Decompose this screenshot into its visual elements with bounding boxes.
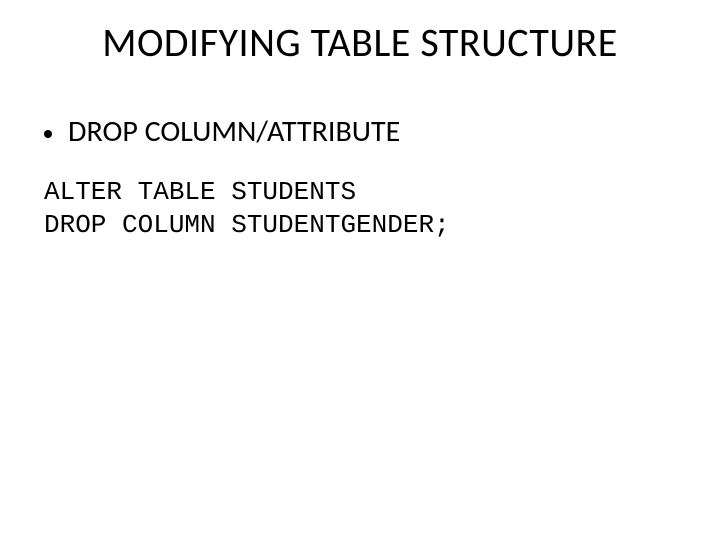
code-line-2: DROP COLUMN STUDENTGENDER; [44,210,450,240]
slide-title: MODIFYING TABLE STRUCTURE [0,18,720,67]
bullet-text: DROP COLUMN/ATTRIBUTE [68,114,400,150]
bullet-dot-icon [44,130,52,138]
code-block: ALTER TABLE STUDENTS DROP COLUMN STUDENT… [44,176,450,241]
slide: MODIFYING TABLE STRUCTURE DROP COLUMN/AT… [0,0,720,540]
code-line-1: ALTER TABLE STUDENTS [44,177,356,207]
bullet-item: DROP COLUMN/ATTRIBUTE [44,114,400,150]
